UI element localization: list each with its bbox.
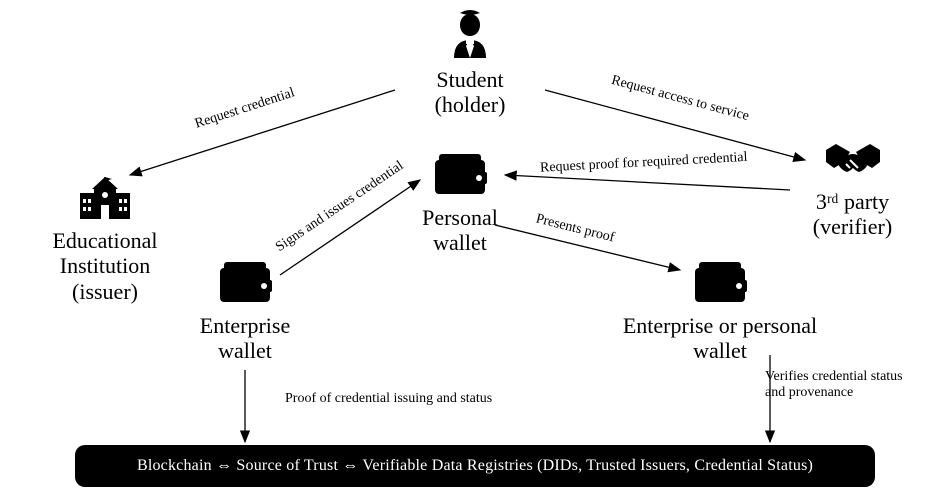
node-issuer: Educational Institution (issuer) <box>30 175 180 304</box>
edge-label-req-cred: Request credential <box>157 74 333 145</box>
node-enterprise-wallet-left: Enterprise wallet <box>185 258 305 364</box>
edge-label-proof-issue: Proof of credential issuing and status <box>285 391 465 407</box>
edge-label-req-proof: Request proof for required credential <box>540 151 721 176</box>
issuer-label: Educational Institution (issuer) <box>30 228 180 304</box>
node-verifier: 3ʳᵈ party (verifier) <box>790 140 915 240</box>
wallet-icon <box>691 258 749 311</box>
verifier-label: 3ʳᵈ party (verifier) <box>790 189 915 240</box>
handshake-icon <box>822 140 884 187</box>
school-icon <box>78 175 132 226</box>
enterprise-wallet-left-label: Enterprise wallet <box>185 313 305 364</box>
enterprise-wallet-right-label: Enterprise or personal wallet <box>605 313 835 364</box>
wallet-icon <box>431 150 489 203</box>
student-icon <box>446 10 494 65</box>
student-label: Student (holder) <box>400 67 540 118</box>
edge-label-verifies: Verifies credential status and provenanc… <box>765 369 941 401</box>
edge-label-signs: Signs and issues credential <box>261 150 419 264</box>
node-student: Student (holder) <box>400 10 540 118</box>
node-enterprise-wallet-right: Enterprise or personal wallet <box>605 258 835 364</box>
wallet-icon <box>216 258 274 311</box>
edge-label-req-access: Request access to service <box>591 68 769 130</box>
blockchain-footer: Blockchain ⇔ Source of Trust ⇔ Verifiabl… <box>75 445 875 487</box>
